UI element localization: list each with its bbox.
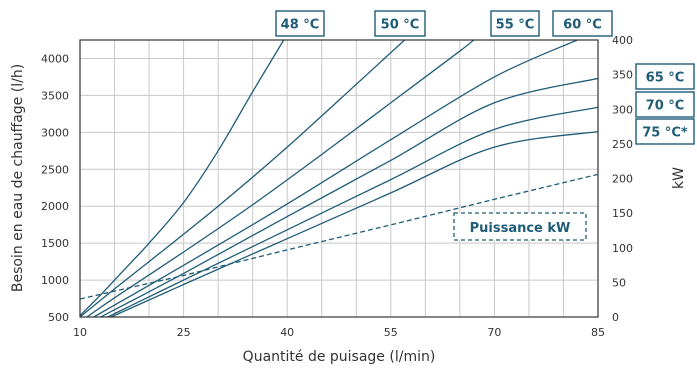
y-tick-label: 1000 <box>41 274 69 287</box>
series-label-box <box>635 91 695 118</box>
y-tick-label: 1500 <box>41 237 69 250</box>
series-label-box <box>374 10 426 37</box>
y-tick-label: 4000 <box>41 52 69 65</box>
series-line-65c <box>100 77 598 317</box>
series-line-70c <box>107 106 598 317</box>
tick-labels: 10 25 40 55 70 855001000150020002500300035004… <box>41 34 633 339</box>
y-tick-label: 3000 <box>41 126 69 139</box>
series-label: 75 °C* <box>642 126 688 141</box>
y2-tick-label: 300 <box>612 103 633 116</box>
y2-axis-title: kW <box>671 167 687 189</box>
power-label: Puissance kW <box>470 221 571 236</box>
grid <box>80 40 598 317</box>
x-tick-label: 25 <box>177 326 191 339</box>
series-line-48c <box>80 40 285 316</box>
y2-tick-label: 150 <box>612 207 633 220</box>
x-tick-label: 70 <box>487 326 501 339</box>
power-line <box>80 173 598 300</box>
series-label-box <box>275 10 325 37</box>
power-label-box <box>453 212 587 241</box>
series-label-box <box>635 118 695 145</box>
y2-tick-label: 350 <box>612 69 633 82</box>
x-tick-label: 40 <box>280 326 294 339</box>
x-axis-title: Quantité de puisage (l/min) <box>243 349 436 365</box>
x-tick-label: 85 <box>591 326 605 339</box>
y2-tick-label: 100 <box>612 242 633 255</box>
series-label-box <box>552 10 613 37</box>
series-label: 70 °C <box>646 99 685 114</box>
y2-tick-label: 50 <box>612 276 626 289</box>
series-label: 60 °C <box>563 18 602 33</box>
series-label: 65 °C <box>646 71 685 86</box>
series-label-box <box>635 63 695 90</box>
y2-tick-label: 200 <box>612 173 633 186</box>
x-tick-label: 10 <box>73 326 87 339</box>
y2-tick-label: 0 <box>612 311 619 324</box>
y2-tick-label: 250 <box>612 138 633 151</box>
x-tick-label: 55 <box>384 326 398 339</box>
series-line-60c <box>93 40 578 317</box>
series-line-55c <box>86 40 475 317</box>
plot-frame <box>79 39 599 318</box>
series-line-75c <box>110 130 598 317</box>
series-label: 50 °C <box>381 18 420 33</box>
series-lines <box>80 40 598 317</box>
series-label-box <box>490 10 540 37</box>
y-tick-label: 2500 <box>41 163 69 176</box>
y-tick-label: 500 <box>48 311 69 324</box>
y-tick-label: 2000 <box>41 200 69 213</box>
y-tick-label: 3500 <box>41 89 69 102</box>
y2-tick-label: 400 <box>612 34 633 47</box>
series-labels: 48 °C 50 °C 55 °C 60 °C 65 °C 70 °C 75 °C* Puis… <box>275 10 695 241</box>
y-axis-title: Besoin en eau de chauffage (l/h) <box>10 64 26 292</box>
series-label: 48 °C <box>281 18 320 33</box>
series-label: 55 °C <box>496 18 535 33</box>
series-line-50c <box>80 40 406 317</box>
